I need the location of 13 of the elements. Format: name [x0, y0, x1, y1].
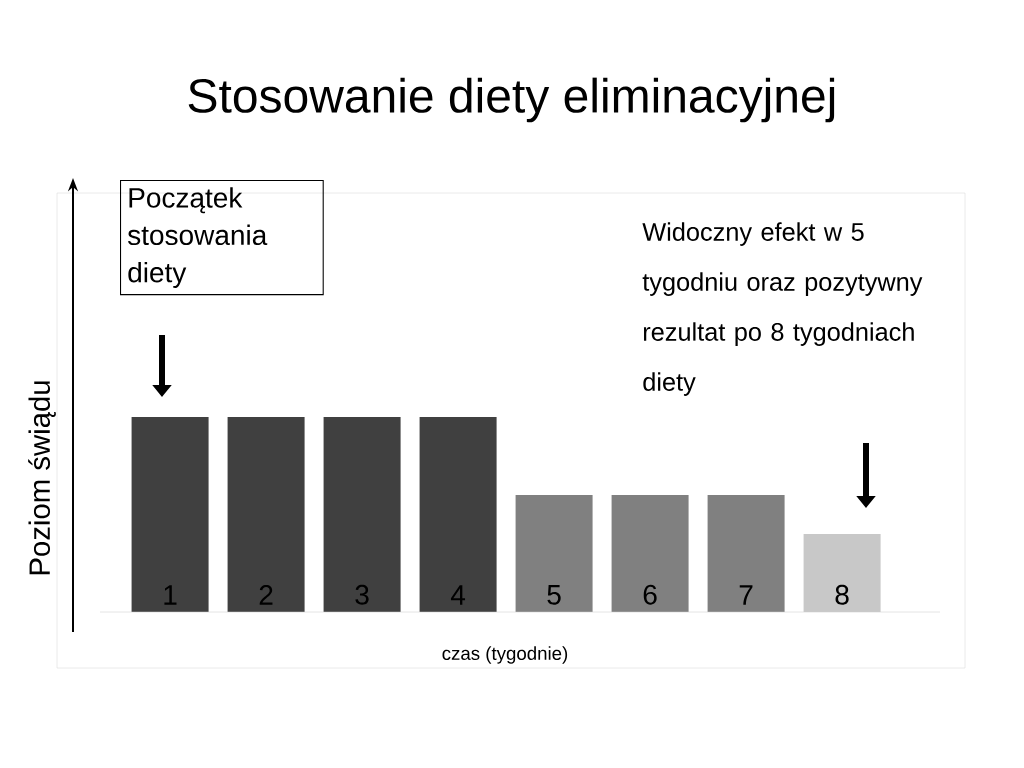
chart-title: Stosowanie diety eliminacyjnej — [188, 77, 835, 123]
text: Widoczny efekt w 5 tygodniu oraz pozytywny rezultat po 8 tygodniach diety — [642, 222, 923, 396]
x-axis-title: czas (tygodnie) — [442, 646, 568, 664]
x-tick-label: 4 — [450, 585, 466, 605]
x-tick-label: 6 — [643, 584, 657, 605]
text: Początek stosowania diety — [127, 187, 268, 288]
y-axis-title: Poziom świądu — [28, 381, 56, 575]
x-tick-label: 3 — [355, 584, 369, 605]
x-tick-label: 5 — [547, 585, 561, 605]
x-tick-label: 7 — [739, 585, 753, 605]
x-tick-label: 8 — [835, 584, 849, 605]
x-tick-label: 2 — [259, 585, 273, 605]
x-tick-label: 1 — [164, 585, 177, 605]
